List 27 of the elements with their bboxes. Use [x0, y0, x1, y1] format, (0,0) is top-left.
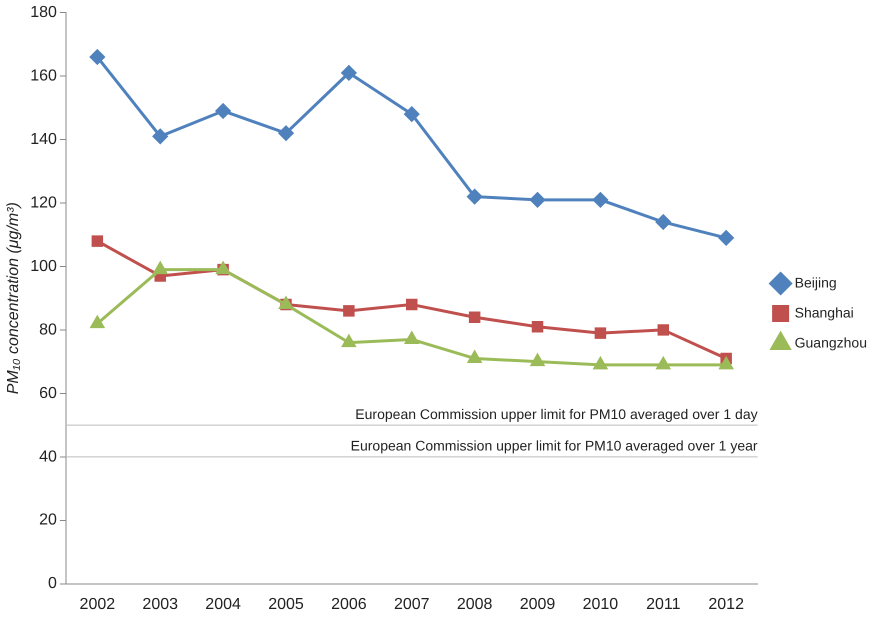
y-tick-label: 0	[48, 575, 57, 592]
y-tick-label: 80	[39, 321, 57, 338]
x-tick-label: 2005	[268, 596, 304, 613]
x-tick-label: 2003	[142, 596, 178, 613]
x-tick-label: 2011	[646, 596, 681, 613]
y-tick-label: 60	[39, 384, 57, 402]
y-tick-label: 100	[30, 258, 57, 275]
ref-line-label: European Commission upper limit for PM10 averaged over 1 year	[350, 438, 758, 454]
y-tick-label: 120	[30, 194, 57, 212]
y-tick-label: 180	[30, 4, 57, 22]
x-tick-label: 2010	[582, 596, 618, 613]
y-tick-label: 20	[39, 512, 57, 529]
x-tick-label: 2012	[708, 596, 744, 613]
x-tick-label: 2007	[394, 596, 430, 613]
x-tick-label: 2009	[520, 596, 556, 613]
y-tick-label: 160	[30, 67, 57, 84]
x-tick-label: 2002	[80, 596, 116, 613]
ref-line-label: European Commission upper limit for PM10 averaged over 1 day	[355, 406, 758, 422]
legend-label: Shanghai	[794, 304, 854, 320]
legend-label: Beijing	[794, 274, 837, 290]
y-tick-label: 40	[39, 448, 57, 466]
y-axis-title: PM₁₀ concentration (μg/m³)	[5, 202, 22, 394]
legend-label: Guangzhou	[794, 334, 868, 350]
x-tick-label: 2004	[205, 596, 241, 613]
y-tick-label: 140	[30, 130, 57, 148]
x-tick-label: 2008	[456, 596, 493, 613]
x-tick-label: 2006	[331, 596, 367, 613]
